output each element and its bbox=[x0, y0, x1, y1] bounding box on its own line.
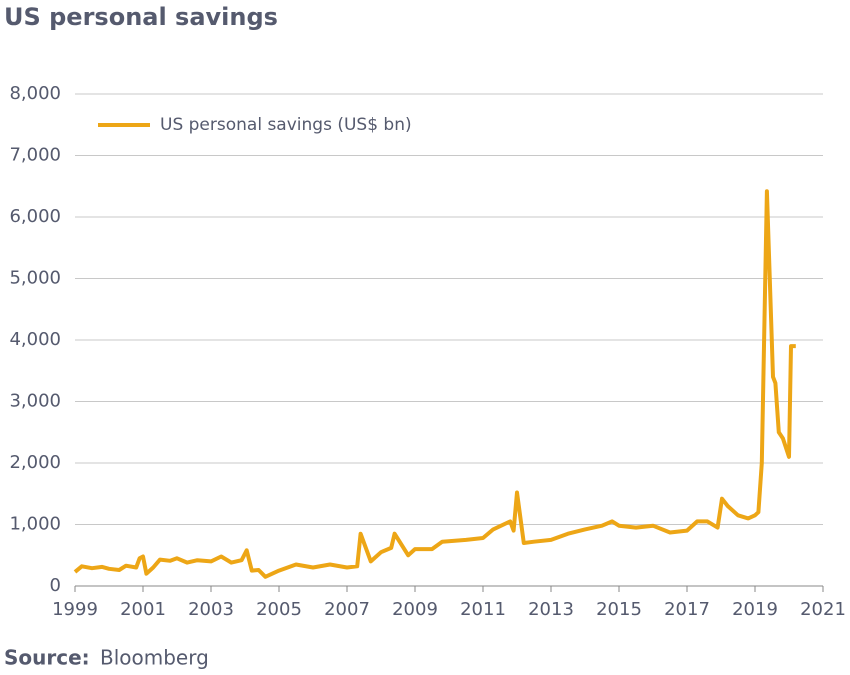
y-tick-label: 8,000 bbox=[9, 83, 61, 104]
x-tick-label: 2013 bbox=[528, 599, 574, 620]
x-tick-label: 2005 bbox=[256, 599, 302, 620]
x-tick-label: 2009 bbox=[392, 599, 438, 620]
x-tick-label: 2011 bbox=[460, 599, 506, 620]
y-tick-label: 3,000 bbox=[9, 391, 61, 412]
x-tick-label: 2019 bbox=[732, 599, 778, 620]
source: Bloomberg bbox=[100, 646, 209, 670]
x-tick-label: 2007 bbox=[324, 599, 370, 620]
source-label: Source: bbox=[4, 646, 90, 670]
x-tick-label: 2003 bbox=[188, 599, 234, 620]
y-tick-label: 1,000 bbox=[9, 514, 61, 535]
y-tick-label: 6,000 bbox=[9, 206, 61, 227]
x-tick-label: 2017 bbox=[664, 599, 710, 620]
chart-title: US personal savings bbox=[4, 3, 278, 31]
y-tick-label: 0 bbox=[50, 575, 61, 596]
line bbox=[73, 189, 796, 579]
x-tick-label: 2015 bbox=[596, 599, 642, 620]
y-tick-label: 7,000 bbox=[9, 145, 61, 166]
y-tick-label: 5,000 bbox=[9, 268, 61, 289]
x-tick-label: 2001 bbox=[120, 599, 166, 620]
y-tick-label: 4,000 bbox=[9, 329, 61, 350]
y-tick-label: 2,000 bbox=[9, 452, 61, 473]
x-tick-label: 2021 bbox=[800, 599, 846, 620]
x-tick-label: 1999 bbox=[52, 599, 98, 620]
legend-label: US personal savings (US$ bn) bbox=[160, 115, 412, 135]
